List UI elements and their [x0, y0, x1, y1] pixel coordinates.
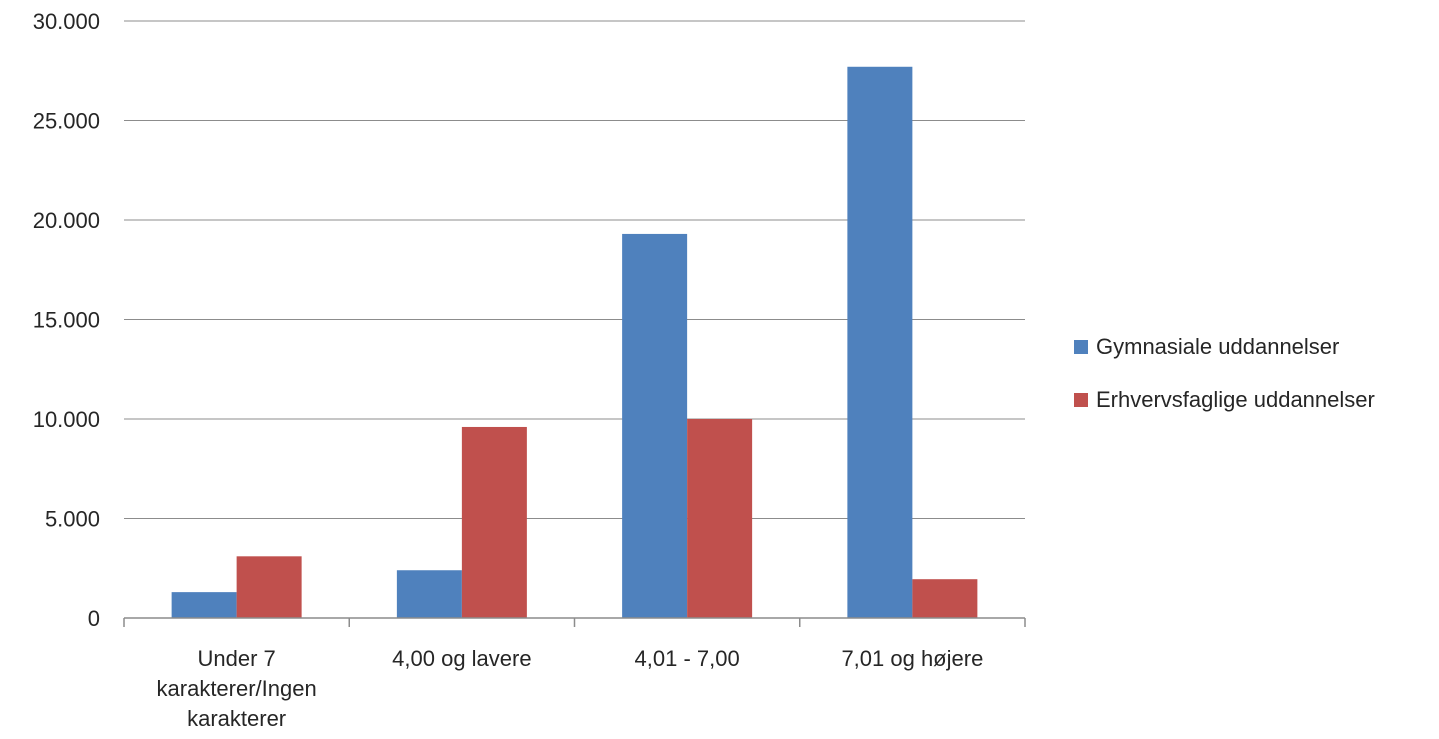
- bar-erhvervsfaglige-1: [461, 426, 527, 618]
- bar-erhvervsfaglige-2: [687, 419, 753, 618]
- x-category-label-line: 4,00 og lavere: [392, 646, 531, 671]
- x-category-label-line: karakterer/Ingen: [157, 676, 317, 701]
- bars: [171, 66, 978, 618]
- x-category-label: 7,01 og højere: [841, 646, 983, 671]
- y-tick-label: 30.000: [33, 9, 100, 34]
- y-tick-label: 20.000: [33, 208, 100, 233]
- x-axis-category-labels: Under 7 karakterer/Ingen karakterer 4,00 og…: [157, 646, 984, 731]
- legend-swatch: [1074, 340, 1088, 354]
- bar-gymnasiale-3: [847, 66, 913, 618]
- y-tick-label: 10.000: [33, 407, 100, 432]
- bar-gymnasiale-0: [171, 592, 237, 618]
- bar-gymnasiale-1: [396, 570, 462, 618]
- x-category-label-line: 7,01 og højere: [841, 646, 983, 671]
- x-category-label-line: 4,01 - 7,00: [635, 646, 740, 671]
- legend-label: Erhvervsfaglige uddannelser: [1096, 387, 1375, 412]
- x-axis: [123, 617, 1026, 627]
- y-tick-label: 0: [88, 606, 100, 631]
- bar-erhvervsfaglige-3: [912, 579, 978, 618]
- legend-swatch: [1074, 393, 1088, 407]
- y-axis-tick-labels: 0 5.000 10.000 15.000 20.000 25.000 30.000: [33, 9, 100, 631]
- x-category-label-line: karakterer: [187, 706, 286, 731]
- y-tick-label: 25.000: [33, 109, 100, 134]
- x-category-label-line: Under 7: [197, 646, 275, 671]
- y-tick-label: 15.000: [33, 308, 100, 333]
- x-category-label: 4,00 og lavere: [392, 646, 531, 671]
- legend: Gymnasiale uddannelser Erhvervsfaglige ud…: [1074, 334, 1375, 412]
- y-tick-label: 5.000: [45, 507, 100, 532]
- bar-gymnasiale-2: [622, 233, 688, 618]
- bar-erhvervsfaglige-0: [236, 556, 302, 618]
- x-category-label: 4,01 - 7,00: [635, 646, 740, 671]
- x-category-label: Under 7 karakterer/Ingen karakterer: [157, 646, 317, 731]
- legend-label: Gymnasiale uddannelser: [1096, 334, 1339, 359]
